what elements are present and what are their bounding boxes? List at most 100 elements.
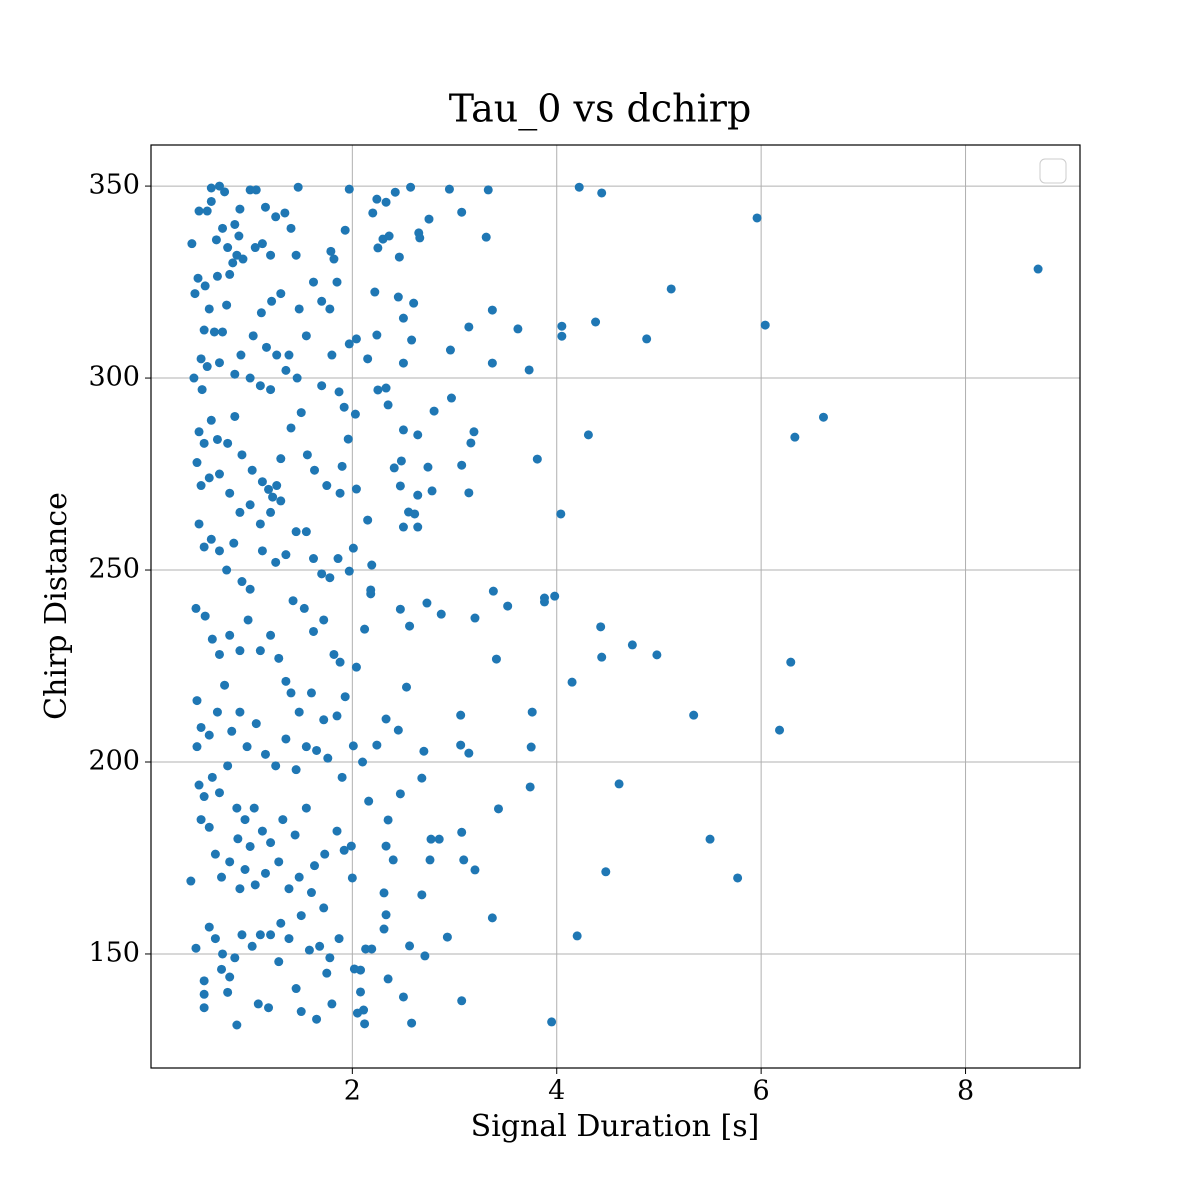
point [317,569,327,579]
point [818,412,828,422]
point [326,246,336,256]
point [249,803,259,813]
point [487,913,497,923]
point [333,554,343,564]
point [278,815,288,825]
point [332,277,342,287]
point [332,711,342,721]
point [212,707,222,717]
point [218,223,228,233]
point [351,334,361,344]
point [367,944,377,954]
point [335,488,345,498]
point [211,235,221,245]
point [705,834,715,844]
point [790,432,800,442]
point [274,857,284,867]
point [296,911,306,921]
point [212,271,222,281]
point [280,208,290,218]
point [266,630,276,640]
point [284,934,294,944]
point [379,888,389,898]
point [302,450,312,460]
point [319,715,329,725]
point [407,335,417,345]
point [199,1003,209,1013]
point [532,454,542,464]
y-axis-label: Chirp Distance [39,492,74,720]
point [335,657,345,667]
point [456,740,466,750]
point [235,204,245,214]
point [235,646,245,656]
point [363,515,373,525]
point [786,657,796,667]
point [286,423,296,433]
point [405,941,415,951]
point [235,884,245,894]
point [223,438,233,448]
point [525,782,535,792]
point [214,788,224,798]
point [351,484,361,494]
point [204,473,214,483]
point [1033,264,1043,274]
point [446,393,456,403]
point [222,300,232,310]
point [556,509,566,519]
point [257,477,267,487]
point [393,725,403,735]
point [299,603,309,613]
point [301,803,311,813]
point [243,615,253,625]
point [230,411,240,421]
point [266,385,276,395]
y-tick-label: 350 [88,170,140,201]
point [192,458,202,468]
point [642,334,652,344]
point [322,968,332,978]
point [206,196,216,206]
point [487,305,497,315]
point [264,484,274,494]
point [276,496,286,506]
point [666,284,676,294]
point [217,964,227,974]
point [227,726,237,736]
point [481,232,491,242]
point [274,653,284,663]
point [308,277,318,287]
point [360,624,370,634]
point [366,585,376,595]
point [373,243,383,253]
point [323,753,333,763]
point [398,992,408,1002]
point [325,573,335,583]
point [325,953,335,963]
point [389,463,399,473]
point [189,373,199,383]
point [257,239,267,249]
point [483,185,493,195]
point [204,822,214,832]
point [230,953,240,963]
point [308,626,318,636]
point [253,999,263,1009]
chart-title: Tau_0 vs dchirp [449,87,752,132]
point [415,233,425,243]
point [281,734,291,744]
point [429,406,439,416]
point [276,289,286,299]
point [442,932,452,942]
point [256,308,266,318]
point [329,254,339,264]
point [204,304,214,314]
point [220,680,230,690]
point [291,765,301,775]
y-tick-label: 150 [88,937,140,968]
point [424,214,434,224]
point [266,838,276,848]
point [237,450,247,460]
point [402,682,412,692]
